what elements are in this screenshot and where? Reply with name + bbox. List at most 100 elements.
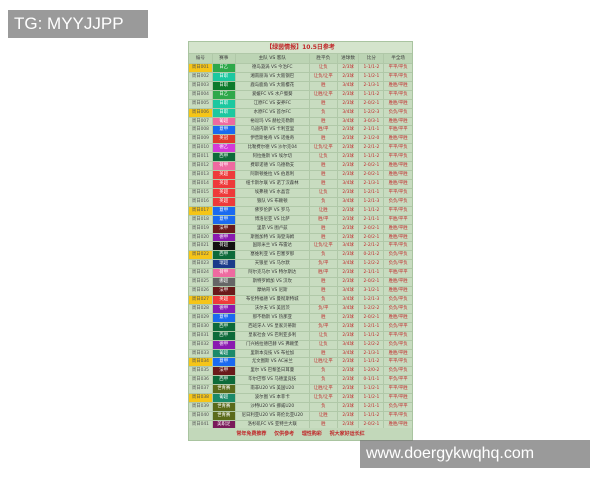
table-row: 周日002 日职 湘南丽海 VS 大阪钢巴 让负/让平 2/3球 1-1/2-1 平平/平负 (189, 71, 412, 81)
table-row: 周日021 荷超 国际米兰 VS 布雷达 让负/让平 3/4球 2-2/1-2 平平/平负 (189, 241, 412, 251)
half-full-pick: 平负/平平 (388, 377, 408, 383)
score-pick: 1-2/0-2 (359, 367, 385, 376)
league-badge: 葡超 (212, 349, 236, 358)
match-id: 周日034 (189, 358, 213, 367)
match-id: 周日011 (189, 153, 213, 162)
result-pick: 让胜 (310, 411, 338, 420)
score-pick: 1-1/1-2 (359, 331, 385, 340)
score-pick: 1-1/1-2 (359, 90, 385, 99)
goals-pick: 2/3球 (338, 331, 360, 340)
result-pick: 胜 (310, 224, 338, 233)
half-full-pick: 平平/平负 (388, 65, 408, 70)
half-full-pick: 胜胜/平胜 (388, 172, 408, 178)
league-badge: 英超 (212, 295, 236, 304)
match-teams: 狼队 VS 布赖顿 (236, 197, 310, 206)
table-row: 周日036 西甲 毕尔巴鄂 VS 马德里竞技负 2/3球 0-1/1-1 平负/平平 (189, 375, 412, 385)
goals-pick: 2/3球 (338, 215, 360, 224)
score-pick: 1-1/2-1 (359, 72, 385, 81)
goals-pick: 2/3球 (338, 72, 360, 81)
goals-pick: 2/3球 (338, 322, 360, 331)
result-pick: 胜 (310, 349, 338, 358)
league-badge: 英冠 (212, 135, 236, 144)
match-teams: 斯特罗姆加 VS 汉坎 (236, 278, 310, 287)
result-pick: 胜/平 (310, 215, 338, 224)
table-row: 周日009 英冠 伊普斯维奇 VS 诺维奇胜 2/3球 2-1/2-0 胜胜/平胜 (189, 134, 412, 144)
goals-pick: 2/3球 (338, 171, 360, 179)
result-pick: 让胜 (310, 206, 338, 215)
score-pick: 1-2/2-3 (359, 108, 385, 117)
score-pick: 1-1/1-2 (359, 411, 385, 420)
league-badge: 英超 (212, 171, 236, 179)
league-badge: 意甲 (212, 215, 236, 224)
score-pick: 1-2/1-1 (359, 188, 385, 197)
table-row: 周日007 葡超 裕逗玛 VS 赫拉克勒斯胜 3/4球 3-0/3-1 胜胜/平胜 (189, 116, 412, 126)
match-teams: 国际米兰 VS 布雷达 (236, 242, 310, 251)
table-row: 周日003 日职 鹿岛鹿角 VS 大阪樱花胜 3/4球 2-1/3-1 胜胜/平胜 (189, 80, 412, 90)
table-row: 周日019 法甲 里昂 VS 图卢兹胜 2/3球 2-0/2-1 胜胜/平胜 (189, 223, 412, 233)
table-row: 周日024 荷甲 阿尔克马尔 VS 特尔斯达 胜/平 2/3球 2-1/1-1 平胜/平平 (189, 268, 412, 278)
match-teams: 西班牙人 VS 皇家贝蒂斯 (236, 322, 310, 331)
half-full-pick: 平胜/平平 (388, 270, 408, 276)
table-row: 周日040 世青赛 尼日利亚U20 VS 哥伦比亚U20 让胜 2/3球 1-1/1-2 平… (189, 410, 412, 420)
goals-pick: 3/4球 (338, 287, 360, 295)
match-id: 周日017 (189, 206, 213, 215)
score-pick: 1-1/1-2 (359, 153, 385, 162)
match-id: 周日037 (189, 385, 213, 394)
half-full-pick: 胜胜/平胜 (388, 163, 408, 169)
result-pick: 胜 (310, 117, 338, 126)
score-pick: 2-0/2-1 (359, 420, 385, 429)
match-teams: 里尔 VS 巴黎圣日耳曼 (236, 367, 310, 376)
goals-pick: 3/4球 (338, 242, 360, 251)
match-teams: 伊普斯维奇 VS 诺维奇 (236, 135, 310, 144)
header-goals: 进球数 (338, 54, 360, 63)
match-id: 周日036 (189, 376, 213, 385)
league-badge: 西甲 (212, 322, 236, 331)
match-id: 周日004 (189, 90, 213, 99)
goals-pick: 2/3球 (338, 126, 360, 135)
half-full-pick: 负负/平负 (388, 109, 408, 115)
goals-pick: 2/3球 (338, 420, 360, 429)
result-pick: 胜 (310, 99, 338, 108)
goals-pick: 3/4球 (338, 197, 360, 206)
goals-pick: 2/3球 (338, 403, 360, 411)
match-id: 周日032 (189, 340, 213, 349)
match-teams: 德岛漩涡 VS 今治FC (236, 64, 310, 72)
table-row: 周日017 意甲 佛罗伦萨 VS 罗马 让胜 2/3球 1-1/1-2 平平/平负 (189, 205, 412, 215)
league-badge: 德甲 (212, 304, 236, 313)
match-id: 周日033 (189, 349, 213, 358)
result-pick: 负 (310, 251, 338, 260)
match-id: 周日021 (189, 242, 213, 251)
table-row: 周日001 日乙 德岛漩涡 VS 今治FC 让负 2/3球 1-1/1-2 平平/平负 (189, 63, 412, 72)
match-teams: 尤文图斯 VS AC米兰 (236, 358, 310, 367)
table-row: 周日016 英超 狼队 VS 布赖顿负 3/4球 1-2/1-3 负负/平负 (189, 196, 412, 206)
match-id: 周日013 (189, 171, 213, 179)
result-pick: 让负 (310, 153, 338, 162)
result-pick: 让负 (310, 340, 338, 349)
goals-pick: 2/3球 (338, 411, 360, 420)
match-teams: 裕逗玛 VS 赫拉克勒斯 (236, 117, 310, 126)
score-pick: 2-1/1-1 (359, 126, 385, 135)
score-pick: 0-2/1-2 (359, 251, 385, 260)
half-full-pick: 平平/平胜 (388, 395, 408, 401)
score-pick: 0-1/1-1 (359, 376, 385, 385)
score-pick: 2-1/2-0 (359, 135, 385, 144)
match-teams: 阿尔克马尔 VS 特尔斯达 (236, 269, 310, 278)
goals-pick: 2/3球 (338, 269, 360, 278)
sheet-footer: 常年免费推荐 仅供参考 理性购彩 祝大家好运长红 (189, 428, 412, 440)
goals-pick: 2/3球 (338, 144, 360, 153)
match-id: 周日002 (189, 72, 213, 81)
score-pick: 2-0/2-1 (359, 224, 385, 233)
goals-pick: 2/3球 (338, 206, 360, 215)
half-full-pick: 平平/平胜 (388, 386, 408, 392)
league-badge: 挪超 (212, 278, 236, 287)
match-teams: 纽卡斯尔联 VS 诺丁汉森林 (236, 179, 310, 188)
watermark-bottom: www.doergykwqhq.com (360, 440, 590, 468)
match-teams: 阿拉维斯 VS 埃尔切 (236, 153, 310, 162)
goals-pick: 3/4球 (338, 340, 360, 349)
score-pick: 1-2/2-2 (359, 304, 385, 313)
table-row: 周日011 西甲 阿拉维斯 VS 埃尔切 让负 2/3球 1-1/1-2 平平/平负 (189, 152, 412, 162)
table-body: 周日001 日乙 德岛漩涡 VS 今治FC 让负 2/3球 1-1/1-2 平平/平负 周日0… (189, 63, 412, 429)
goals-pick: 3/4球 (338, 260, 360, 269)
result-pick: 负 (310, 295, 338, 304)
half-full-pick: 平胜/平平 (388, 127, 408, 133)
